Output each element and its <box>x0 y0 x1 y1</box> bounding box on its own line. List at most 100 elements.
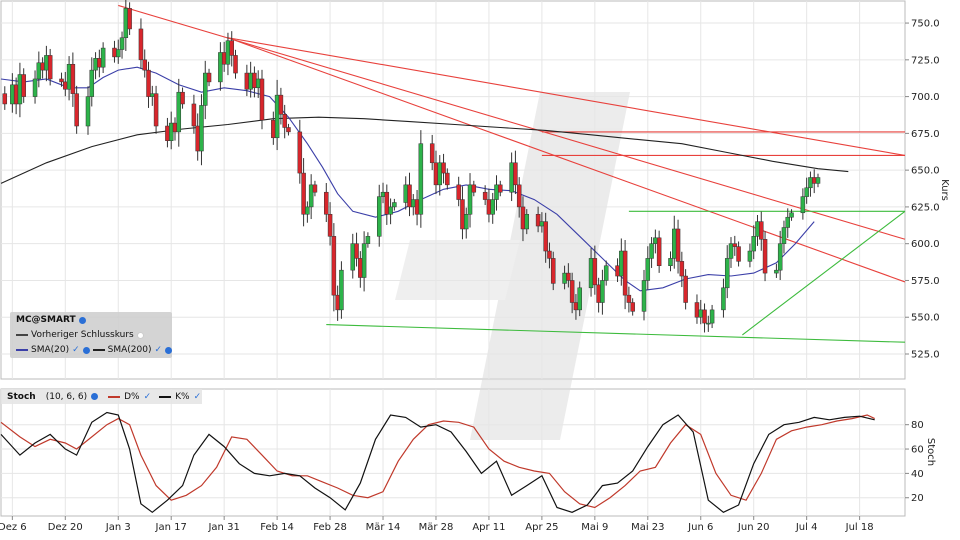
x-tick-label: Jan 3 <box>105 522 131 533</box>
stoch-axis-title: Stoch <box>925 438 936 466</box>
price-tick-label: 625.0 <box>911 202 940 213</box>
candle-body <box>653 237 658 244</box>
candle-body <box>70 63 76 94</box>
info-icon[interactable] <box>91 393 99 400</box>
candle-body <box>649 243 654 259</box>
x-tick-label: Feb 28 <box>313 522 347 533</box>
candle-body <box>233 55 238 74</box>
candle-body <box>471 184 477 193</box>
stoch-panel-frame <box>0 388 906 517</box>
candle-body <box>702 309 707 324</box>
candle-body <box>361 243 367 278</box>
x-tick-label: Mär 14 <box>366 522 401 533</box>
check-icon[interactable]: ✓ <box>143 391 152 402</box>
candle-body <box>486 199 492 215</box>
candle-body <box>683 275 688 303</box>
candle-body <box>550 258 556 284</box>
candle-body <box>498 184 503 193</box>
candle-body <box>437 162 443 186</box>
info-icon[interactable] <box>165 346 173 354</box>
candle-body <box>679 261 685 277</box>
candle-body <box>97 58 102 68</box>
candle-body <box>376 196 382 237</box>
candle-body <box>456 184 461 200</box>
candle-body <box>698 309 703 318</box>
trendlines <box>118 4 906 343</box>
candle-body <box>566 272 571 281</box>
candle-body <box>418 143 424 215</box>
candle-body <box>123 8 129 39</box>
candle-body <box>225 40 231 65</box>
legend-symbol: MC@SMART <box>16 315 76 325</box>
candle-body <box>675 228 681 262</box>
candle-body <box>199 105 204 152</box>
candle-body <box>274 94 280 139</box>
check-icon[interactable]: ✓ <box>154 345 163 355</box>
legend-sma20: SMA(20) <box>31 345 70 355</box>
candle-body <box>327 214 333 237</box>
candle-body <box>588 258 594 289</box>
candle-body <box>626 294 632 303</box>
candle-body <box>724 258 730 289</box>
candle-body <box>21 74 26 97</box>
price-tick-label: 700.0 <box>911 92 940 103</box>
candle-body <box>721 287 726 311</box>
candle-body <box>815 177 821 184</box>
check-icon[interactable]: ✓ <box>72 345 80 355</box>
x-tick-label: Feb 14 <box>260 522 294 533</box>
candle-body <box>335 294 340 311</box>
candle-body <box>59 78 64 83</box>
candle-body <box>747 250 753 262</box>
candle-body <box>85 96 91 127</box>
price-y-axis: 525.0 550.0 575.0 600.0 625.0 650.0 675.0 700.0… <box>905 19 940 360</box>
candle-body <box>433 162 439 186</box>
sma200-line <box>0 116 849 184</box>
stoch-lines <box>0 411 875 514</box>
info-icon[interactable] <box>78 316 86 324</box>
candle-body <box>509 162 514 193</box>
candle-body <box>331 236 337 296</box>
check-icon[interactable]: ✓ <box>193 391 202 402</box>
candle-body <box>535 214 541 227</box>
candle-body <box>10 84 15 105</box>
candle-body <box>17 74 23 105</box>
candle-body <box>596 284 601 303</box>
candle-body <box>191 103 197 127</box>
candle-body <box>282 114 287 128</box>
x-tick-label: Jun 6 <box>687 522 713 533</box>
candle-body <box>116 49 121 58</box>
info-icon[interactable] <box>82 346 90 354</box>
candle-body <box>380 191 386 197</box>
candle-body <box>547 250 552 259</box>
x-tick-label: Jan 31 <box>207 522 239 533</box>
candle-body <box>755 221 760 237</box>
candle-body <box>180 91 185 105</box>
candle-body <box>384 191 390 215</box>
candle-body <box>592 258 598 286</box>
candle-body <box>414 199 420 215</box>
candle-body <box>808 177 813 189</box>
stoch-legend: Stoch (10, 6, 6) D% ✓ K% ✓ <box>1 389 202 404</box>
price-tick-label: 725.0 <box>911 55 940 66</box>
candle-body <box>694 302 700 318</box>
candle-body <box>278 94 284 115</box>
prev-close-swatch <box>16 334 28 336</box>
candle-body <box>641 280 647 312</box>
visibility-dot-icon[interactable] <box>136 331 144 339</box>
candle-body <box>127 8 132 30</box>
candle-body <box>543 221 548 252</box>
price-tick-label: 750.0 <box>911 19 940 30</box>
candle-body <box>388 206 393 215</box>
candle-body <box>195 125 200 152</box>
legend-k: K% <box>175 391 190 402</box>
candle-body <box>656 237 662 266</box>
x-axis: Dez 6 Dez 20 Jan 3 Jan 17 Jan 31 Feb 14 Feb 28… <box>0 516 874 533</box>
price-tick-label: 525.0 <box>911 349 940 360</box>
candle-body <box>172 122 178 133</box>
candle-body <box>751 236 756 252</box>
candle-body <box>562 272 567 284</box>
stoch-tick-label: 20 <box>911 493 924 504</box>
candle-body <box>482 191 488 200</box>
candle-body <box>47 55 53 80</box>
